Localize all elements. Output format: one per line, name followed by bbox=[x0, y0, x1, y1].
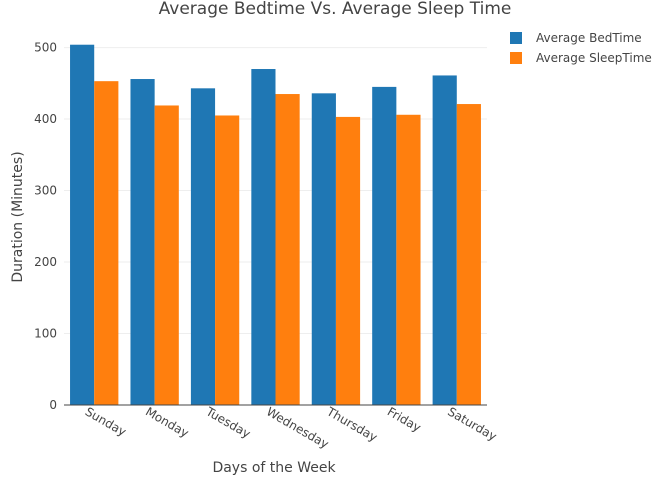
legend-swatch[interactable] bbox=[510, 32, 522, 44]
x-tick-label: Tuesday bbox=[203, 404, 253, 441]
y-axis-title: Duration (Minutes) bbox=[10, 151, 26, 282]
y-tick-label: 500 bbox=[34, 41, 57, 55]
y-tick-label: 0 bbox=[49, 398, 57, 412]
bar-saturday-bedtime[interactable] bbox=[432, 75, 457, 406]
y-tick-label: 400 bbox=[34, 112, 57, 126]
legend-swatch[interactable] bbox=[510, 52, 522, 64]
x-tick-label: Monday bbox=[143, 404, 191, 440]
y-tick-labels: 0 100 200 300 400 500 bbox=[34, 41, 57, 412]
y-tick-label: 200 bbox=[34, 255, 57, 269]
x-tick-label: Saturday bbox=[445, 404, 499, 443]
x-tick-label: Friday bbox=[385, 404, 424, 434]
x-tick-label: Sunday bbox=[83, 404, 129, 439]
bar-monday-sleeptime[interactable] bbox=[154, 105, 179, 405]
bar-friday-sleeptime[interactable] bbox=[396, 114, 421, 405]
bar-tuesday-sleeptime[interactable] bbox=[215, 115, 240, 406]
bar-sunday-sleeptime[interactable] bbox=[94, 81, 119, 406]
bar-thursday-sleeptime[interactable] bbox=[335, 116, 361, 405]
bar-friday-bedtime[interactable] bbox=[372, 86, 397, 406]
x-tick-label: Wednesday bbox=[264, 404, 331, 451]
bar-tuesday-bedtime[interactable] bbox=[190, 88, 216, 405]
legend-label[interactable]: Average SleepTime bbox=[536, 51, 652, 65]
bar-saturday-sleeptime[interactable] bbox=[456, 104, 481, 406]
bar-sunday-bedtime[interactable] bbox=[70, 44, 95, 406]
bar-wednesday-bedtime[interactable] bbox=[251, 69, 276, 405]
y-tick-label: 100 bbox=[34, 327, 57, 341]
bar-thursday-bedtime[interactable] bbox=[311, 93, 336, 405]
bar-monday-bedtime[interactable] bbox=[130, 79, 155, 406]
bars bbox=[70, 44, 481, 406]
legend[interactable]: Average BedTime Average SleepTime bbox=[510, 31, 652, 65]
x-tick-label: Thursday bbox=[324, 404, 380, 445]
x-axis-title: Days of the Week bbox=[212, 460, 336, 476]
y-tick-label: 300 bbox=[34, 184, 57, 198]
legend-label[interactable]: Average BedTime bbox=[536, 31, 642, 45]
bar-wednesday-sleeptime[interactable] bbox=[275, 94, 300, 405]
chart-title: Average Bedtime Vs. Average Sleep Time bbox=[159, 0, 512, 19]
